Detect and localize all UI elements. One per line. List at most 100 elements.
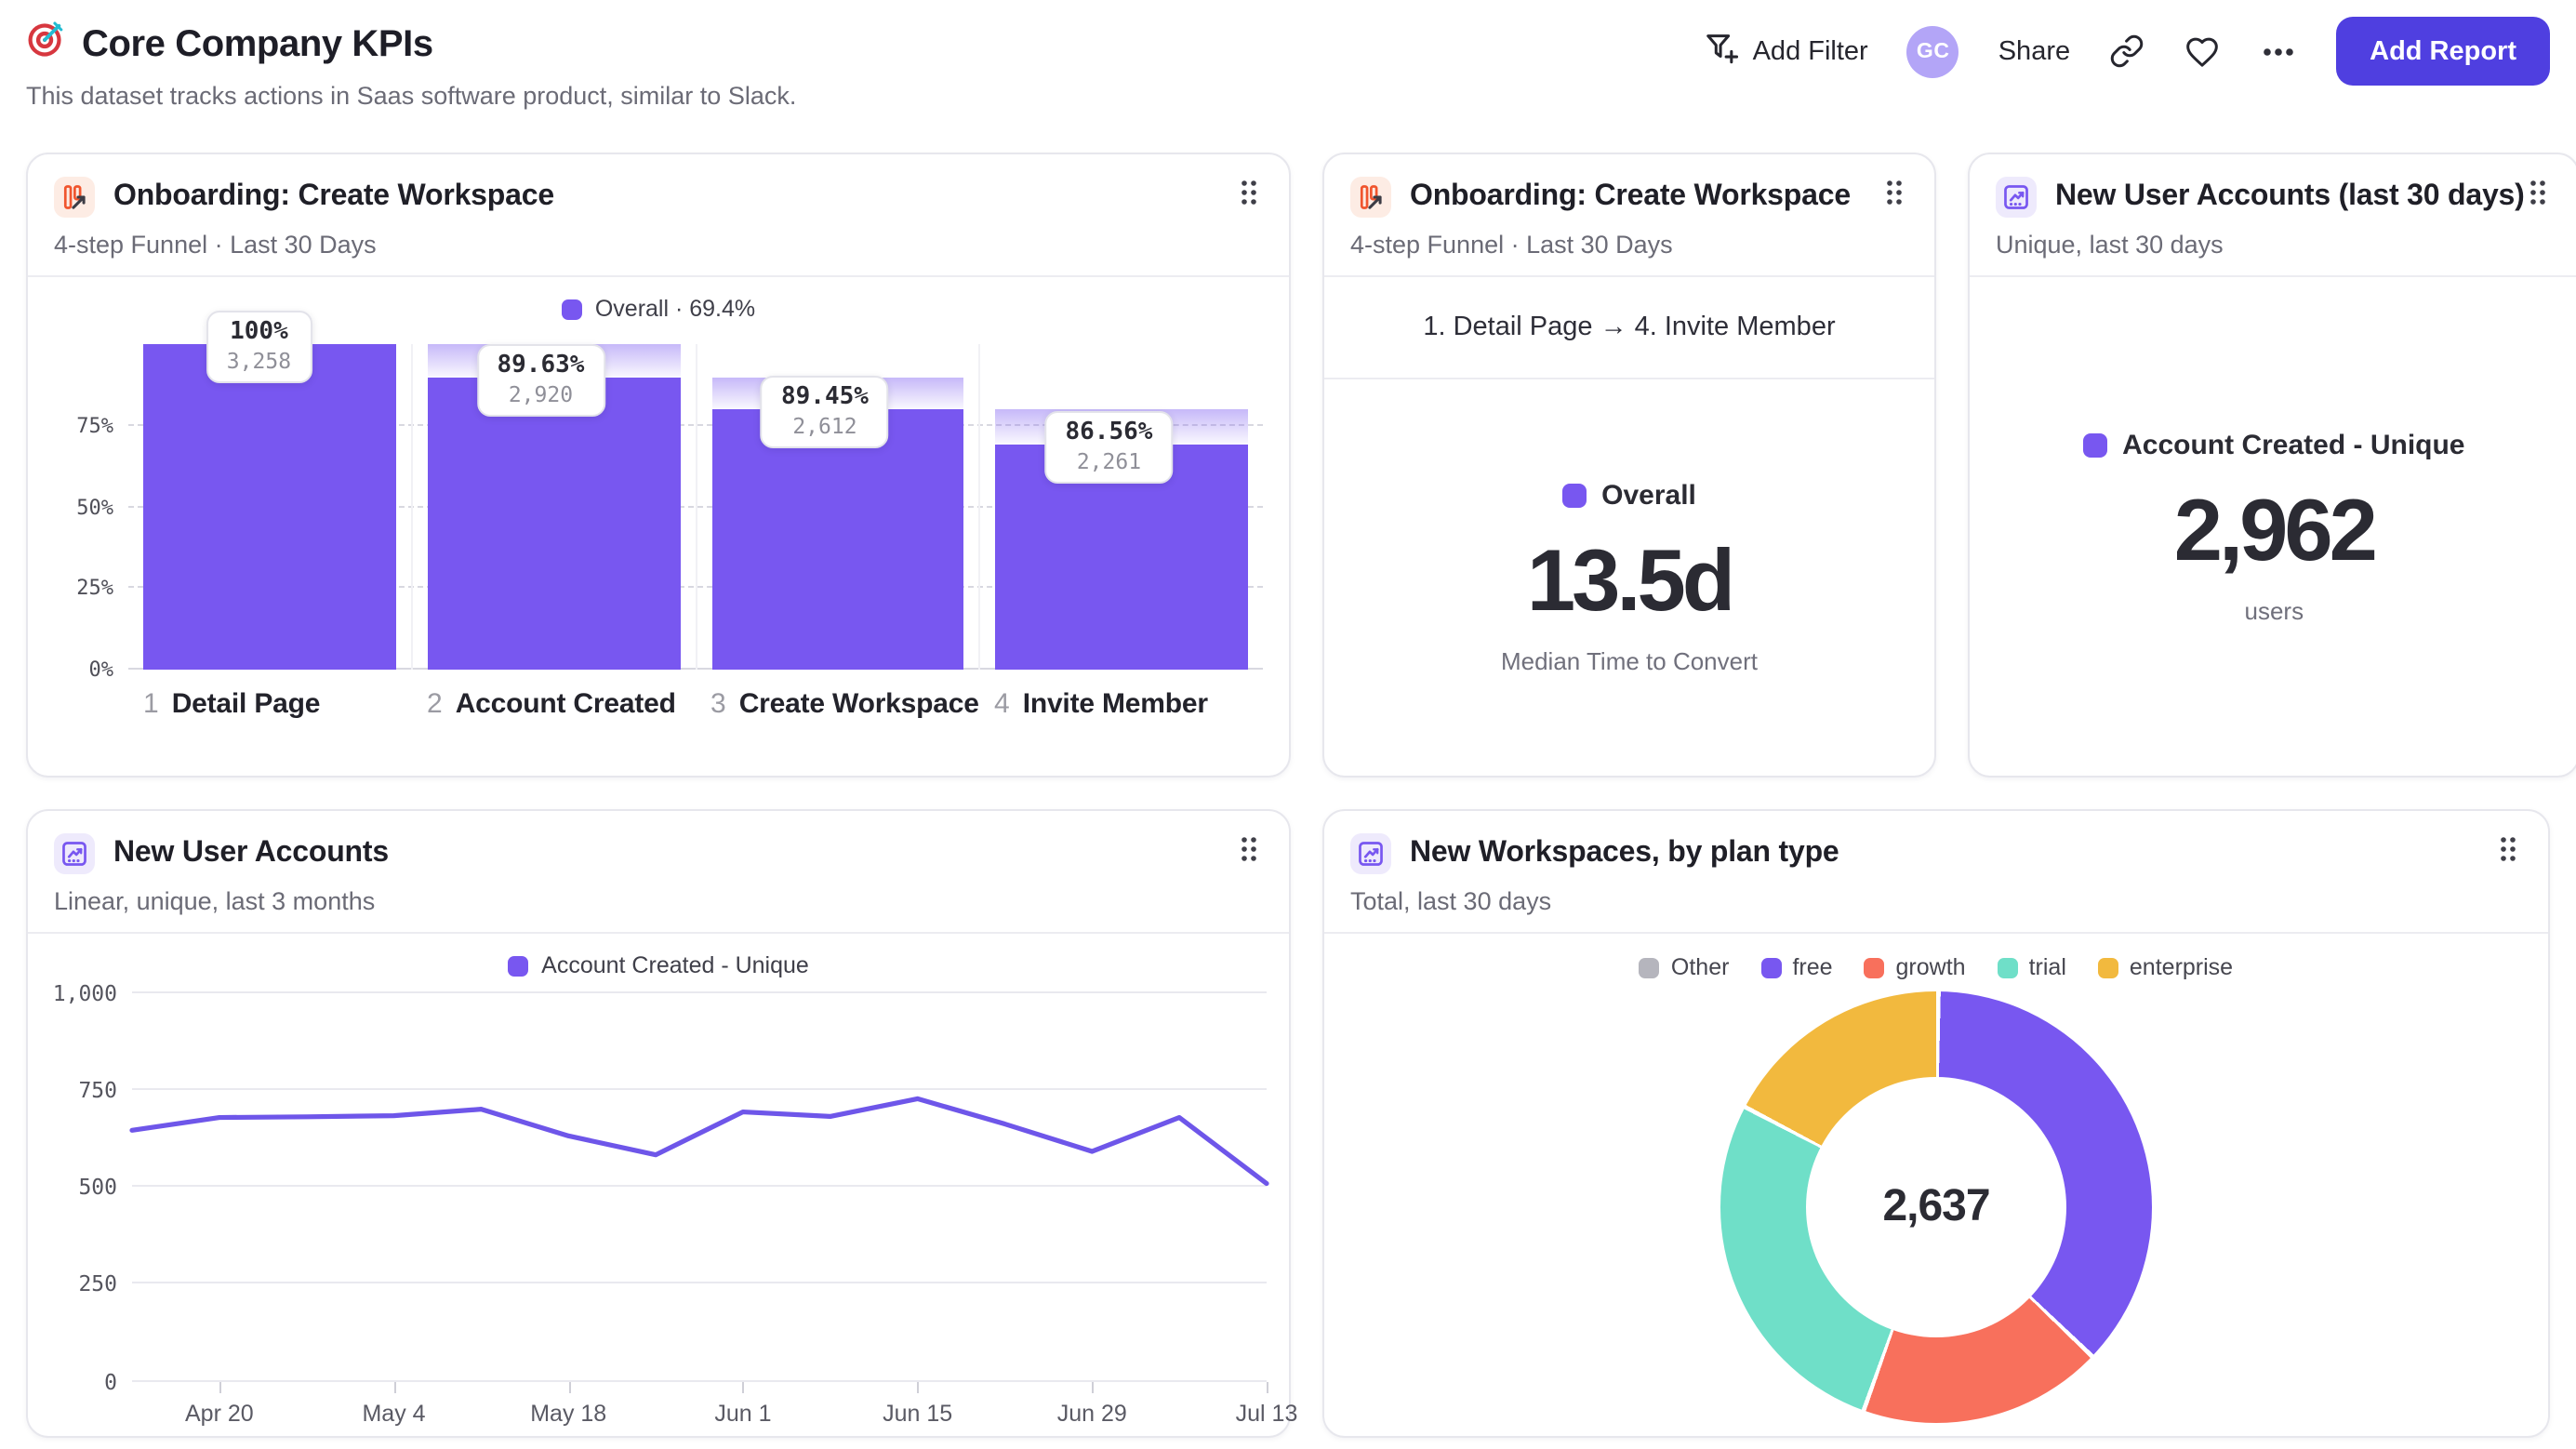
- step-name: Create Workspace: [738, 688, 979, 720]
- median-time-card: Onboarding: Create Workspace 4-step Funn…: [1322, 153, 1936, 778]
- x-axis-tick-label: May 4: [362, 1400, 426, 1427]
- legend-label: Other: [1670, 954, 1730, 980]
- gridline: [132, 1087, 1267, 1090]
- more-options-icon[interactable]: [2260, 33, 2297, 70]
- stat-legend[interactable]: Overall: [1562, 480, 1696, 512]
- divider: [1324, 378, 1934, 379]
- y-axis-tick-label: 750: [78, 1076, 117, 1103]
- stat-body: Account Created - Unique 2,962 users: [1970, 277, 2576, 776]
- funnel-bars: 100% 3,258 89.63% 2,920 89.45% 2,612 86.56% 2,2…: [128, 311, 1264, 670]
- insights-report-icon: [1350, 833, 1391, 874]
- y-axis-tick-label: 75%: [76, 413, 113, 438]
- page-title: Core Company KPIs: [82, 23, 433, 64]
- divider: [1324, 932, 2548, 934]
- funnel-step-label: 4 Invite Member: [979, 688, 1263, 720]
- x-axis-tick-label: Jun 1: [714, 1400, 772, 1427]
- legend-swatch: [2083, 432, 2108, 457]
- page-subtitle: This dataset tracks actions in Saas soft…: [26, 82, 797, 110]
- gridline: [132, 1282, 1267, 1284]
- funnel-bar[interactable]: [427, 378, 680, 670]
- drag-handle-icon[interactable]: [1880, 175, 1908, 219]
- donut-plot-area: 2,637: [1324, 980, 2548, 1436]
- conversion-count: 2,920: [508, 381, 574, 408]
- legend-item-trial[interactable]: trial: [1997, 954, 2066, 980]
- conversion-percent: 89.63%: [497, 352, 585, 380]
- legend-swatch: [1760, 957, 1782, 977]
- funnel-bar[interactable]: [143, 344, 396, 670]
- legend-label: enterprise: [2129, 954, 2234, 980]
- copy-link-icon[interactable]: [2109, 33, 2144, 69]
- conversion-percent: 89.45%: [780, 382, 869, 411]
- legend-item-free[interactable]: free: [1760, 954, 1833, 980]
- card-title: New User Accounts (last 30 days): [2055, 180, 2525, 212]
- new-accounts-value: 2,962: [2173, 479, 2378, 578]
- funnel-bar-label: 86.56% 2,261: [1044, 410, 1174, 484]
- add-report-button[interactable]: Add Report: [2336, 17, 2550, 86]
- legend-swatch: [1639, 957, 1660, 977]
- donut-hole: 2,637: [1806, 1077, 2066, 1337]
- board-header: Core Company KPIs This dataset tracks ac…: [26, 0, 2550, 153]
- x-axis-tick: [568, 1381, 571, 1393]
- median-time-value: 13.5d: [1526, 530, 1735, 629]
- legend-item-growth[interactable]: growth: [1864, 954, 1966, 980]
- card-subtitle: 4-step Funnel · Last 30 Days: [1350, 231, 1673, 259]
- line-x-axis-labels: Apr 20 May 4 May 18 Jun 1 Jun 15 Jun 29 Jul 13: [132, 1400, 1297, 1436]
- divider: [1324, 275, 1934, 277]
- card-title: New User Accounts: [113, 837, 389, 869]
- donut-legend: Other free growth trial enterprise: [1324, 954, 2548, 980]
- insights-report-icon: [1996, 177, 2037, 218]
- funnel-bar[interactable]: [711, 408, 964, 670]
- x-axis-tick-label: Jun 15: [883, 1400, 953, 1427]
- legend-label: trial: [2028, 954, 2066, 980]
- drag-handle-icon[interactable]: [2494, 831, 2522, 876]
- legend-item-enterprise[interactable]: enterprise: [2097, 954, 2234, 980]
- funnel-bar-slot: 86.56% 2,261: [978, 344, 1264, 670]
- legend-swatch: [561, 299, 582, 319]
- funnel-bar-slot: 89.63% 2,920: [410, 344, 696, 670]
- step-number: 1: [143, 688, 159, 720]
- x-axis-tick-label: May 18: [530, 1400, 607, 1427]
- step-number: 4: [994, 688, 1010, 720]
- legend-swatch: [508, 955, 529, 976]
- legend-label: free: [1792, 954, 1833, 980]
- card-subtitle: Total, last 30 days: [1350, 887, 1552, 915]
- add-filter-button[interactable]: Add Filter: [1705, 30, 1868, 73]
- x-axis-tick: [1092, 1381, 1095, 1393]
- line-series[interactable]: [132, 1004, 1267, 1381]
- drag-handle-icon[interactable]: [2525, 175, 2553, 219]
- x-axis-tick: [1267, 1381, 1268, 1393]
- funnel-legend[interactable]: Overall · 69.4%: [28, 296, 1289, 322]
- donut-chart[interactable]: 2,637: [1720, 991, 2152, 1423]
- conversion-count: 2,261: [1076, 447, 1142, 474]
- drag-handle-icon[interactable]: [1235, 831, 1263, 876]
- share-button[interactable]: Share: [1998, 36, 2071, 66]
- stat-legend[interactable]: Account Created - Unique: [2083, 429, 2465, 460]
- legend-item-other[interactable]: Other: [1639, 954, 1730, 980]
- step-number: 2: [427, 688, 443, 720]
- divider: [28, 275, 1289, 277]
- legend-swatch: [1864, 957, 1885, 977]
- funnel-step-label: 3 Create Workspace: [696, 688, 979, 720]
- y-axis-tick-label: 250: [78, 1270, 117, 1297]
- filter-plus-icon: [1705, 30, 1740, 73]
- insights-report-icon: [54, 833, 95, 874]
- x-axis-tick: [393, 1381, 396, 1393]
- user-avatar[interactable]: GC: [1906, 25, 1959, 77]
- x-axis-tick-label: Apr 20: [185, 1400, 254, 1427]
- divider: [28, 932, 1289, 934]
- funnel-bar-slot: 100% 3,258: [128, 311, 411, 670]
- legend-swatch: [1562, 484, 1587, 508]
- funnel-report-icon: [54, 177, 95, 218]
- favorite-heart-icon[interactable]: [2184, 33, 2221, 70]
- conversion-percent: 100%: [230, 318, 288, 346]
- line-legend[interactable]: Account Created - Unique: [28, 952, 1289, 978]
- card-subtitle: 4-step Funnel · Last 30 Days: [54, 231, 377, 259]
- funnel-bar-label: 89.45% 2,612: [760, 375, 889, 448]
- gridline: [132, 990, 1267, 993]
- drag-handle-icon[interactable]: [1235, 175, 1263, 219]
- y-axis-tick-label: 25%: [76, 576, 113, 601]
- y-axis-tick-label: 500: [78, 1174, 117, 1201]
- stat-body: Overall 13.5d Median Time to Convert: [1324, 379, 1934, 776]
- x-axis-tick-label: Jun 29: [1056, 1400, 1127, 1427]
- x-axis-tick: [219, 1381, 221, 1393]
